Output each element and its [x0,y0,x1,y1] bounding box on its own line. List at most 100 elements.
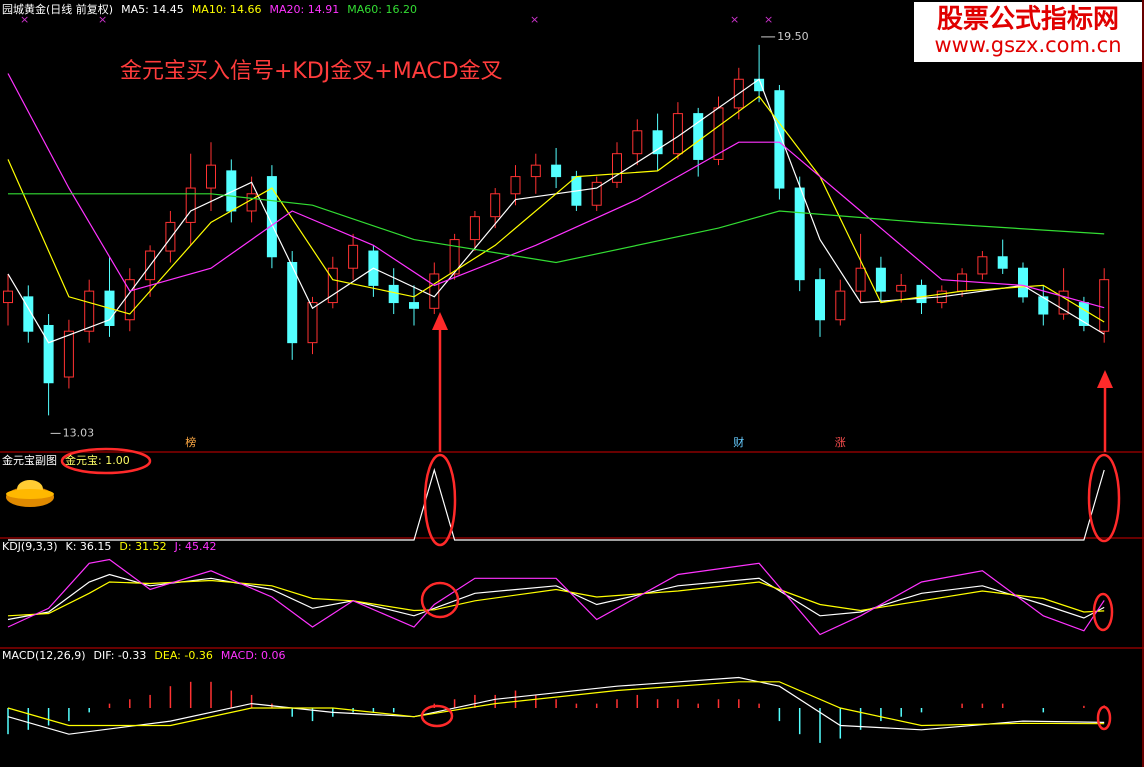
event-marker: 榜 [185,435,196,449]
candle-body [246,193,257,212]
watermark-box [914,2,1142,62]
series-line [7,78,1105,344]
candle-body [124,279,135,321]
candle-body [896,284,907,292]
candle-body [287,261,298,344]
extreme-label: 13.03 [63,426,95,439]
candle-body [449,239,460,275]
candle-body [632,130,643,155]
candle-body [510,176,521,195]
candle-body [165,221,176,252]
candle-body [490,193,501,218]
ingot-rim [6,489,54,499]
candle-body [997,256,1008,269]
candle-body [429,273,440,309]
flag-mark: × [20,13,29,26]
event-marker: 涨 [835,436,846,449]
candle-body [652,130,663,155]
candle-body [84,290,95,332]
candle-body [815,279,825,321]
candle-body [185,187,196,223]
highlight-ellipse [1092,592,1114,632]
series-line [7,579,1105,617]
candle-body [794,187,805,281]
candle-body [327,267,338,304]
legend-label: 园城黄金(日线 前复权) [2,2,113,16]
candle-body [855,267,866,292]
series-line [7,681,1105,727]
candle-body [266,176,277,258]
flag-mark: × [530,13,539,26]
candle-body [206,164,216,189]
series-line [7,573,1105,621]
candle-body [875,267,886,292]
candle-body [1018,267,1028,298]
candle-body [774,90,785,189]
candle-body [591,181,602,206]
candle-body [469,216,480,241]
annotation: 金元宝买入信号+KDJ金叉+MACD金叉 [120,59,503,84]
extreme-label: 19.50 [777,30,809,43]
candle-body [43,324,54,384]
flag-mark: × [730,13,739,26]
candle-body [916,284,927,304]
highlight-ellipse [1087,453,1121,543]
legend-label: KDJ(9,3,3) [2,540,58,553]
candle-body [3,290,13,304]
candle-body [23,296,34,332]
legend-label: 金元宝副图 [2,453,57,467]
series-line [8,467,1105,541]
flag-mark: × [764,13,773,26]
series-line [7,73,1105,309]
flag-marks: × × × × × [20,13,773,26]
candle-body [388,284,399,304]
legend-label: MA20: 14.91 [270,3,340,16]
series-line [8,193,1105,264]
arrow-head [1097,370,1113,388]
legend-label: MA60: 16.20 [347,3,417,16]
candle-body [835,290,846,321]
legend-label: MACD(12,26,9) [2,649,86,662]
candle-body [1058,290,1069,315]
candle-body [977,256,988,275]
arrow-head [432,312,448,330]
candle-body [1038,296,1049,315]
series-line [7,676,1105,735]
highlight-ellipse [1096,705,1112,731]
candle-body [551,164,562,178]
highlight-ellipse [420,581,460,619]
candle-body [957,273,968,292]
legend-label: MA10: 14.66 [192,3,262,16]
legend-label: 金元宝: 1.00 [65,453,130,467]
gold-ingot-icon [6,480,54,507]
highlight-ellipse [423,453,457,547]
legend-label: J: 45.42 [174,540,217,553]
candle-body [1099,279,1110,332]
highlight-ellipse [420,704,454,728]
plot: 19.50 13.03 榜 财 涨 [3,30,1110,743]
highlights [60,325,1121,731]
watermark-title: 股票公式指标网 [937,5,1119,35]
candle-body [612,153,622,183]
legend-label: DIF: -0.33 [94,649,147,662]
legend-label: D: 31.52 [119,540,166,553]
candle-body [307,302,318,344]
flag-mark: × [98,13,107,26]
series-line [7,558,1105,636]
candle-body [409,302,419,309]
watermark-url: www.gszx.com.cn [934,33,1121,57]
series-line [7,95,1105,323]
legend-label: DEA: -0.36 [154,649,212,662]
legend-label: MACD: 0.06 [221,649,286,662]
legend-label: MA5: 14.45 [121,3,184,16]
event-marker: 财 [733,435,744,449]
candle-body [63,330,74,378]
candle-body [348,244,359,269]
candle-body [693,113,704,160]
legend-label: K: 36.15 [66,540,112,553]
highlight-ellipse [60,447,152,475]
